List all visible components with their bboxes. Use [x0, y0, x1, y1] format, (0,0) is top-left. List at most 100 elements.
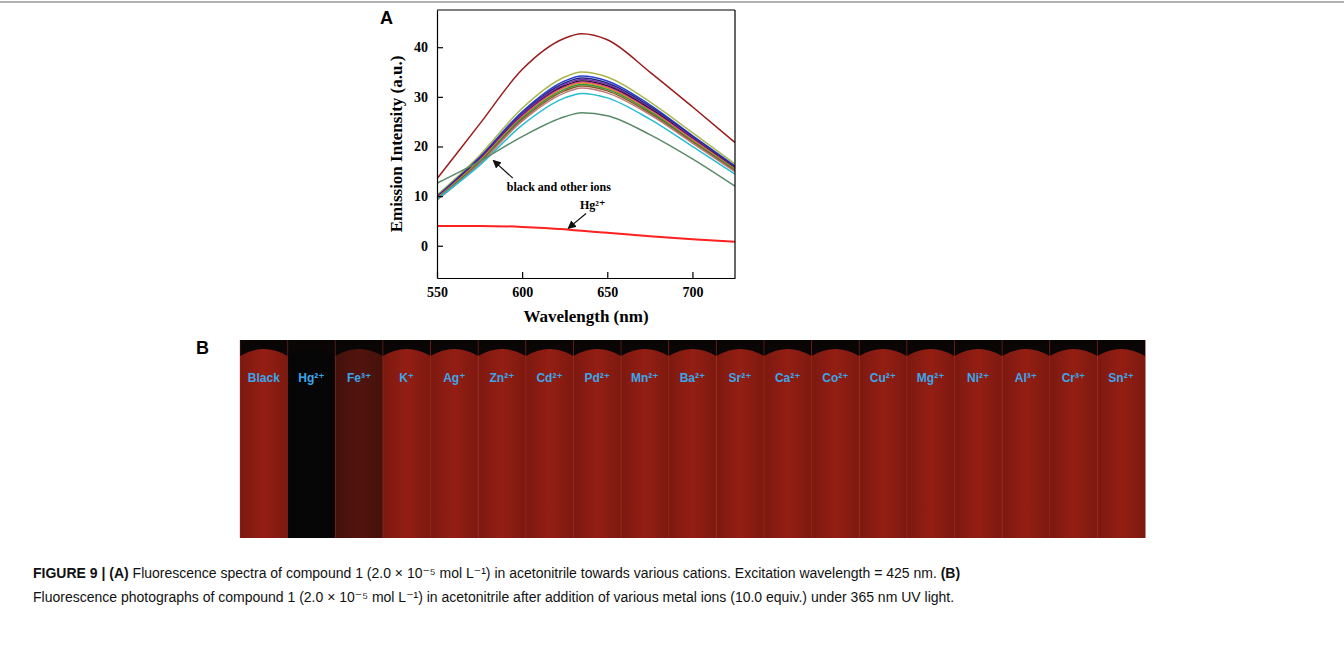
tube-headspace — [383, 340, 431, 356]
x-tick-label: 600 — [512, 285, 533, 300]
y-tick-mark — [437, 246, 443, 247]
x-tick-label: 650 — [597, 285, 618, 300]
x-tick: 700 — [682, 272, 703, 300]
caption-text: FIGURE 9 | (A) — [33, 565, 129, 581]
tube-label: Zn²⁺ — [489, 371, 514, 385]
tube-label: Co²⁺ — [822, 371, 848, 385]
tube — [907, 340, 955, 538]
annotation-arrow — [493, 160, 513, 178]
tube-headspace — [954, 340, 1002, 356]
tube-edge — [811, 340, 812, 538]
tube-headspace — [526, 340, 574, 356]
x-tick-mark — [522, 272, 523, 278]
tube-edge — [1002, 340, 1003, 538]
tube — [288, 340, 336, 538]
tube-label: Sn²⁺ — [1108, 371, 1134, 385]
plot-frame — [734, 10, 735, 278]
tube-edge — [954, 340, 955, 538]
x-tick-label: 550 — [427, 285, 448, 300]
y-tick-label: 0 — [421, 239, 428, 254]
tube — [812, 340, 860, 538]
tube-edge — [525, 340, 526, 538]
tube-headspace — [764, 340, 812, 356]
tube-label: Ca²⁺ — [775, 371, 801, 385]
tube-edge — [668, 340, 669, 538]
tube-headspace — [859, 340, 907, 356]
tube-edge — [573, 340, 574, 538]
plot-frame — [437, 9, 735, 10]
figure: 550600650700010203040Wavelength (nm)Emis… — [0, 0, 1344, 651]
y-axis: 0 10 20 30 40 — [414, 11, 443, 279]
tube-headspace — [669, 340, 717, 356]
x-tick-mark — [692, 272, 693, 278]
tube — [573, 340, 621, 538]
tube-label: Mn²⁺ — [631, 371, 659, 385]
spectrum-line — [437, 78, 735, 197]
tube-headspace — [288, 340, 336, 356]
x-axis-line — [438, 278, 736, 279]
tube — [716, 340, 764, 538]
tube-label: Mg²⁺ — [917, 371, 945, 385]
tube-label: Pd²⁺ — [584, 371, 610, 385]
y-tick-mark — [437, 47, 443, 48]
x-axis: 550 600 650 700 — [427, 272, 736, 300]
tube-edge — [335, 340, 336, 538]
y-tick-label: 10 — [414, 189, 428, 204]
tube-label: Al³⁺ — [1015, 371, 1037, 385]
tube-headspace — [573, 340, 621, 356]
caption-text: (B) — [941, 565, 960, 581]
plot-lines — [437, 34, 735, 242]
figure-canvas: 550600650700010203040Wavelength (nm)Emis… — [0, 0, 1344, 651]
tube-headspace — [335, 340, 383, 356]
tube — [526, 340, 574, 538]
tube-edge — [430, 340, 431, 538]
tube-label: Ni²⁺ — [967, 371, 989, 385]
tube-label: Sr²⁺ — [729, 371, 752, 385]
tube-edge — [1097, 340, 1098, 538]
tube-headspace — [1097, 340, 1145, 356]
tube-edge — [382, 340, 383, 538]
tube-edge — [287, 340, 288, 538]
photo-strip: BlackHg²⁺Fe³⁺K⁺Ag⁺Zn²⁺Cd²⁺Pd²⁺Mn²⁺Ba²⁺Sr… — [240, 340, 1146, 538]
tube — [954, 340, 1002, 538]
spectrum-line — [437, 81, 735, 198]
tube-edge — [763, 340, 764, 538]
spectrum-line — [437, 113, 735, 186]
tube-edge — [478, 340, 479, 538]
tube-edge — [621, 340, 622, 538]
y-tick-label: 30 — [414, 90, 428, 105]
panel-letter: A — [380, 8, 393, 28]
tube — [1002, 340, 1050, 538]
x-axis-title: Wavelength (nm) — [523, 307, 648, 326]
caption-text: Fluorescence photographs of compound 1 (… — [33, 589, 954, 605]
tube-label: Ag⁺ — [443, 371, 465, 385]
spectrum-line — [437, 226, 735, 242]
spectrum-line — [437, 79, 735, 197]
plot-background — [437, 10, 735, 278]
tube — [383, 340, 431, 538]
tube — [1097, 340, 1145, 538]
annotation: black and other ions — [507, 180, 611, 194]
tube-headspace — [1050, 340, 1098, 356]
tube-label: Cd²⁺ — [536, 371, 562, 385]
y-tick: 20 — [414, 139, 443, 154]
caption-line: Fluorescence photographs of compound 1 (… — [33, 589, 954, 605]
y-tick: 30 — [414, 90, 443, 105]
spectrum-line — [437, 84, 735, 199]
tube — [240, 340, 288, 538]
tube-label: Ba²⁺ — [680, 371, 706, 385]
tube — [478, 340, 526, 538]
tube-edge — [716, 340, 717, 538]
y-tick: 10 — [414, 189, 443, 204]
y-tick-mark — [437, 196, 443, 197]
y-tick: 40 — [414, 40, 443, 55]
tube-headspace — [478, 340, 526, 356]
tube-headspace — [716, 340, 764, 356]
tube-label: K⁺ — [399, 371, 414, 385]
tube — [621, 340, 669, 538]
tube-label: Cr³⁺ — [1062, 371, 1086, 385]
x-tick-label: 700 — [682, 285, 703, 300]
tube — [1050, 340, 1098, 538]
y-tick-mark — [437, 146, 443, 147]
tube — [335, 340, 383, 538]
